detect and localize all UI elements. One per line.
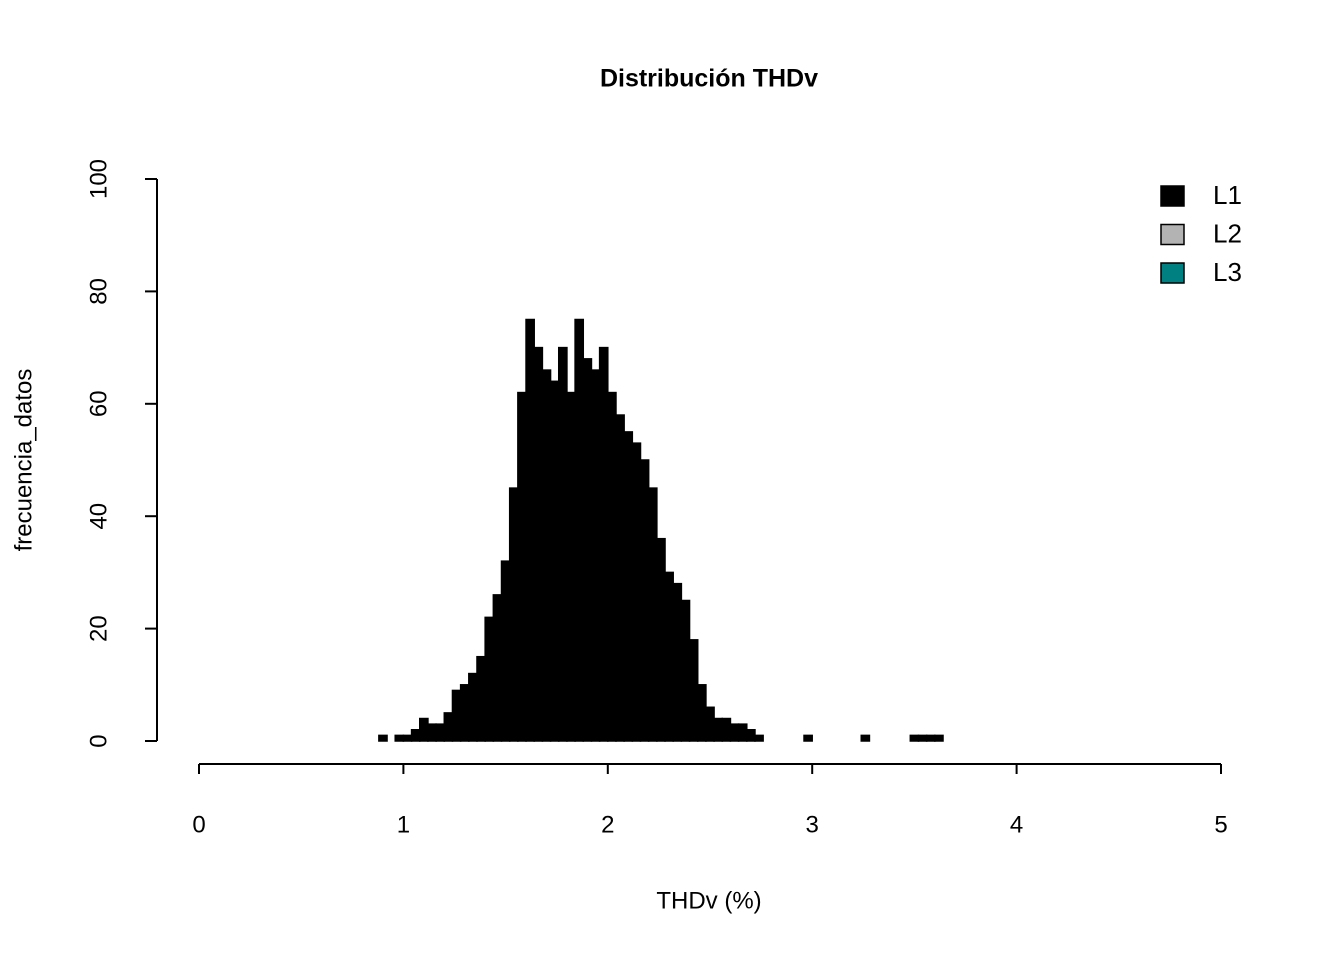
bar	[623, 431, 634, 742]
x-tick-label: 1	[397, 811, 410, 838]
y-axis-label: frecuencia_datos	[10, 369, 37, 552]
bar	[746, 729, 756, 742]
bar	[476, 655, 486, 742]
x-tick-label: 5	[1214, 811, 1227, 838]
bar	[696, 684, 707, 742]
bar	[754, 734, 764, 742]
bar	[615, 414, 625, 742]
bar	[656, 537, 666, 742]
x-axis-label: THDv (%)	[656, 887, 761, 914]
bar	[549, 380, 560, 742]
y-tick-label: 80	[85, 278, 112, 305]
x-tick-label: 0	[192, 811, 205, 838]
y-tick-label: 0	[85, 734, 112, 747]
y-tick-label: 20	[85, 615, 112, 642]
bar	[378, 734, 388, 742]
bar	[860, 734, 871, 742]
bar	[737, 723, 748, 742]
bar	[721, 717, 732, 742]
bar	[729, 723, 740, 742]
bar	[533, 346, 544, 742]
bar	[451, 689, 462, 742]
bar	[631, 442, 642, 742]
bar	[672, 582, 683, 742]
bar	[435, 723, 446, 742]
legend-label: L2	[1213, 218, 1242, 248]
bar	[598, 346, 609, 742]
bar	[909, 734, 920, 742]
bar	[459, 684, 470, 742]
bar	[541, 369, 552, 742]
bar	[582, 358, 593, 742]
bar	[557, 346, 568, 742]
bar	[419, 717, 429, 742]
bar	[803, 734, 813, 742]
bar	[713, 717, 724, 742]
bar	[443, 712, 454, 742]
legend-swatch	[1160, 223, 1185, 246]
legend-swatch	[1160, 262, 1185, 284]
bar	[492, 594, 503, 742]
bar	[705, 706, 715, 742]
bar	[566, 391, 576, 742]
bar	[680, 599, 691, 742]
legend-label: L1	[1213, 180, 1242, 210]
bar	[500, 560, 511, 742]
bar	[525, 318, 535, 742]
x-tick-label: 2	[601, 811, 614, 838]
bar	[590, 369, 601, 742]
y-tick-label: 100	[85, 159, 112, 199]
bar	[484, 616, 495, 742]
bar	[394, 734, 405, 742]
bar	[574, 318, 585, 742]
bar	[402, 734, 413, 742]
bar	[427, 723, 437, 742]
bar	[517, 391, 527, 742]
bar	[639, 459, 650, 742]
legend-label: L3	[1213, 257, 1242, 287]
x-tick-label: 3	[806, 811, 819, 838]
y-tick-label: 60	[85, 390, 112, 417]
bar	[917, 734, 928, 742]
bar	[508, 487, 519, 742]
bar	[468, 672, 478, 742]
bar	[934, 734, 944, 742]
bar	[607, 391, 617, 742]
chart-title: Distribución THDv	[600, 65, 818, 93]
y-tick-label: 40	[85, 503, 112, 530]
bar	[688, 639, 699, 742]
bar	[925, 734, 936, 742]
legend-swatch	[1160, 185, 1185, 207]
bar	[410, 729, 421, 742]
bar	[664, 571, 674, 742]
x-tick-label: 4	[1010, 811, 1023, 838]
bar	[647, 487, 658, 742]
